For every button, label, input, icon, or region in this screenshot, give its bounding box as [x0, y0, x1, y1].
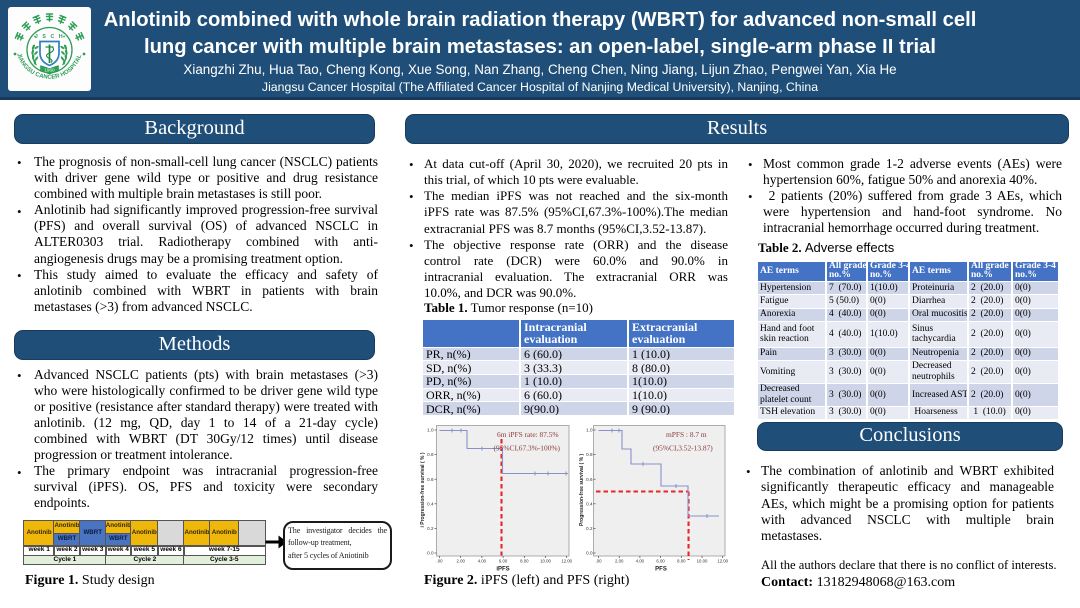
svg-text:iPFS: iPFS — [496, 567, 509, 573]
svg-text:12.00: 12.00 — [561, 559, 572, 564]
svg-text:mPFS : 8.7 m: mPFS : 8.7 m — [666, 430, 707, 439]
svg-text:1.0: 1.0 — [586, 428, 593, 433]
svg-text:.00: .00 — [437, 559, 444, 564]
svg-text:10.00: 10.00 — [540, 559, 551, 564]
svg-text:i Progression-free survival (: i Progression-free survival ( % ) — [420, 452, 426, 527]
svg-text:0.4: 0.4 — [586, 501, 593, 506]
svg-text:PFS: PFS — [655, 567, 667, 573]
svg-text:0.4: 0.4 — [427, 501, 434, 506]
svg-text:(95%CI,3.52-13.87): (95%CI,3.52-13.87) — [653, 444, 713, 453]
svg-text:0.2: 0.2 — [586, 526, 593, 531]
svg-text:8.00: 8.00 — [677, 559, 686, 564]
svg-text:(95%CI,67.3%-100%): (95%CI,67.3%-100%) — [494, 444, 561, 453]
svg-text:0.0: 0.0 — [586, 551, 593, 556]
svg-text:1960: 1960 — [44, 68, 55, 73]
svg-text:0.0: 0.0 — [427, 551, 434, 556]
svg-text:0.6: 0.6 — [586, 477, 593, 482]
svg-text:Progression-free survival ( %: Progression-free survival ( % ) — [579, 454, 585, 527]
svg-text:1.0: 1.0 — [427, 428, 434, 433]
svg-text:12.00: 12.00 — [717, 559, 728, 564]
svg-text:6.00: 6.00 — [656, 559, 665, 564]
svg-text:.00: .00 — [596, 559, 603, 564]
svg-text:8.00: 8.00 — [520, 559, 529, 564]
svg-text:6m iPFS rate: 87.5%: 6m iPFS rate: 87.5% — [497, 430, 559, 439]
svg-text:4.00: 4.00 — [636, 559, 645, 564]
svg-text:4.00: 4.00 — [478, 559, 487, 564]
svg-text:6.00: 6.00 — [499, 559, 508, 564]
svg-text:0.8: 0.8 — [427, 452, 434, 457]
svg-text:2.00: 2.00 — [457, 559, 466, 564]
svg-text:10.00: 10.00 — [697, 559, 708, 564]
svg-text:J S C H: J S C H — [35, 34, 64, 40]
svg-text:0.2: 0.2 — [427, 526, 434, 531]
svg-text:0.6: 0.6 — [427, 477, 434, 482]
svg-text:2.00: 2.00 — [615, 559, 624, 564]
svg-text:0.8: 0.8 — [586, 452, 593, 457]
